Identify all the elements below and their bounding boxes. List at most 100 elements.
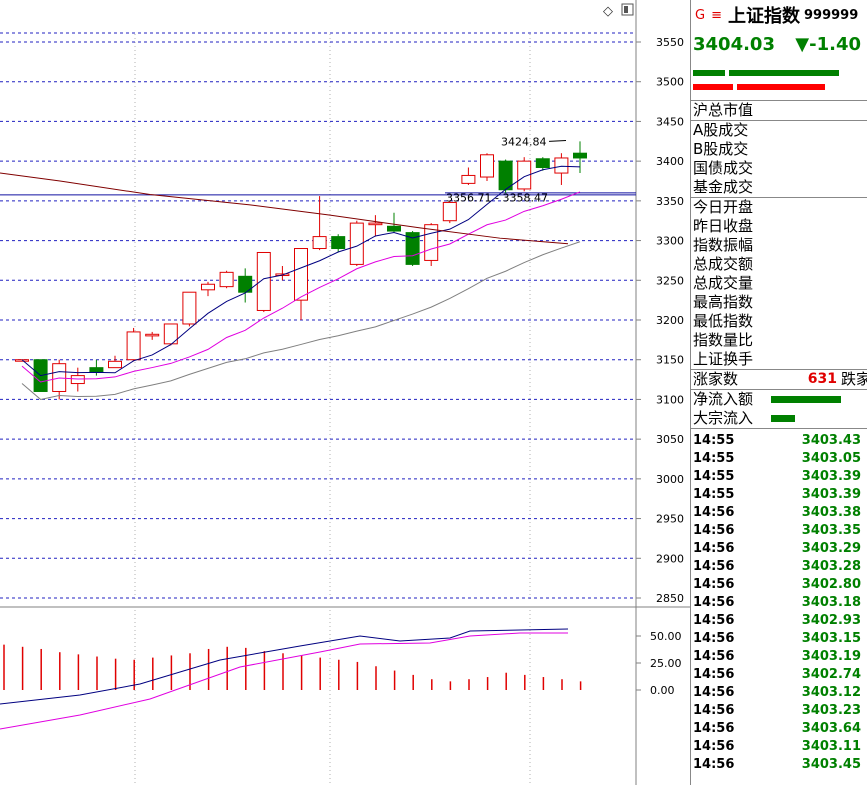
updown-row: 涨家数 631 跌家 [691, 370, 867, 389]
tick-row: 14:56 3403.12 [691, 684, 867, 702]
candle-body [182, 291, 197, 325]
stat-row: 总成交量 [691, 274, 867, 293]
tick-row: 14:56 3402.80 [691, 576, 867, 594]
stat-row: 国债成交 [691, 159, 867, 178]
kline-chart-area[interactable]: 3550 3500 3450 3400 3350 3300 3250 3200 3150 3100… [0, 0, 690, 785]
tick-price: 3402.80 [801, 577, 861, 592]
price-tick-label: 3250 [656, 274, 684, 287]
tick-price: 3403.23 [801, 703, 861, 718]
price-tick-label: 2850 [656, 592, 684, 605]
price-tick-label: 3500 [656, 76, 684, 89]
high-annotation: 3424.84 [501, 135, 547, 148]
price-tick-label: 3050 [656, 433, 684, 446]
flow-label: 净流入额 [693, 390, 754, 408]
price-line: 3404.03 ▼-1.40 [691, 30, 867, 58]
g-icon[interactable]: G [695, 7, 706, 23]
price-tick-label: 3100 [656, 393, 684, 406]
stat-row: 基金成交 [691, 178, 867, 197]
tick-time: 14:55 [693, 469, 735, 484]
tick-time: 14:56 [693, 577, 735, 592]
stat-label: 昨日收盘 [693, 217, 754, 235]
tick-time: 14:55 [693, 487, 735, 502]
tick-price: 3403.64 [801, 721, 861, 736]
current-price: 3404.03 [693, 33, 775, 55]
stat-label: 国债成交 [693, 159, 754, 177]
tick-time: 14:56 [693, 523, 735, 538]
stat-row: 沪总市值 [691, 101, 867, 120]
candle-body [498, 160, 513, 191]
green-bar-right [729, 70, 839, 76]
stat-row: A股成交 [691, 121, 867, 140]
price-tick-label: 3300 [656, 235, 684, 248]
stat-row: 今日开盘 [691, 198, 867, 217]
candle-body [480, 154, 494, 178]
candle-body [461, 174, 476, 184]
tick-row: 14:56 3403.28 [691, 558, 867, 576]
tick-price: 3403.38 [801, 505, 861, 520]
stat-label: 沪总市值 [693, 101, 754, 119]
ma5-line [21, 165, 581, 377]
tick-row: 14:56 3403.11 [691, 738, 867, 756]
tick-row: 14:56 3403.19 [691, 648, 867, 666]
tick-time: 14:56 [693, 739, 735, 754]
volume-tick-label: 50.00 [650, 630, 682, 643]
price-change: ▼-1.40 [795, 33, 861, 55]
range-annotation: 3356.71 - 3358.47 [446, 192, 548, 205]
updown-label: 涨家数 [693, 370, 739, 388]
stat-label: 基金成交 [693, 178, 754, 196]
flow-section: 净流入额 大宗流入 [691, 390, 867, 429]
ma20-line [21, 241, 581, 400]
candle-body [517, 160, 532, 190]
tick-time: 14:56 [693, 649, 735, 664]
tick-price: 3403.29 [801, 541, 861, 556]
stat-label: B股成交 [693, 140, 749, 158]
ma10-line [21, 191, 581, 383]
stat-row: 上证换手 [691, 350, 867, 369]
tick-time: 14:56 [693, 541, 735, 556]
tick-row: 14:56 3402.74 [691, 666, 867, 684]
ma60-line [0, 172, 569, 245]
tick-time: 14:55 [693, 451, 735, 466]
stat-row: 最高指数 [691, 293, 867, 312]
tick-list[interactable]: 14:55 3403.43 14:55 3403.05 14:55 3403.39 14:5… [691, 429, 867, 774]
panel-header: G ≡ 上证指数 999999 [691, 0, 867, 30]
candle-body [312, 236, 327, 250]
tick-row: 14:55 3403.05 [691, 450, 867, 468]
stat-label: 最低指数 [693, 312, 754, 330]
red-bar-right [737, 84, 825, 90]
candle-body [573, 152, 587, 159]
tick-row: 14:56 3403.18 [691, 594, 867, 612]
price-tick-label: 3450 [656, 115, 684, 128]
tick-time: 14:56 [693, 631, 735, 646]
list-icon[interactable]: ≡ [711, 7, 722, 23]
volume-tick-label: 25.00 [650, 657, 682, 670]
flow-label: 大宗流入 [693, 409, 754, 427]
flow-bar [771, 415, 795, 422]
diamond-icon[interactable]: ◇ [603, 4, 613, 19]
flow-row-net: 净流入额 [691, 390, 867, 409]
updown-section: 涨家数 631 跌家 [691, 370, 867, 390]
tick-time: 14:56 [693, 505, 735, 520]
price-tick-label: 3350 [656, 195, 684, 208]
indicator-line-2 [0, 632, 568, 730]
tick-time: 14:56 [693, 703, 735, 718]
turnover-section: A股成交 B股成交 国债成交 基金成交 [691, 121, 867, 198]
annotation-arrow [548, 139, 567, 142]
price-tick-label: 2900 [656, 552, 684, 565]
tick-price: 3402.93 [801, 613, 861, 628]
tick-row: 14:56 3403.38 [691, 504, 867, 522]
red-bar-left [693, 84, 733, 90]
candle-body [219, 271, 234, 288]
stats-section: 今日开盘 昨日收盘 指数振幅 总成交额 总成交量 最高指数 最低指数 指数量比 上证换手 [691, 198, 867, 370]
tick-row: 14:56 3403.64 [691, 720, 867, 738]
tick-price: 3403.18 [801, 595, 861, 610]
kline-chart[interactable]: 3550 3500 3450 3400 3350 3300 3250 3200 3150 3100… [0, 0, 690, 785]
candle-body [349, 222, 364, 265]
stat-label: 总成交量 [693, 274, 754, 292]
price-tick-label: 3200 [656, 314, 684, 327]
stat-row: 指数量比 [691, 331, 867, 350]
tick-price: 3403.39 [801, 469, 861, 484]
market-value-section: 沪总市值 [691, 101, 867, 121]
tick-row: 14:56 3403.45 [691, 756, 867, 774]
price-tick-label: 3000 [656, 473, 684, 486]
